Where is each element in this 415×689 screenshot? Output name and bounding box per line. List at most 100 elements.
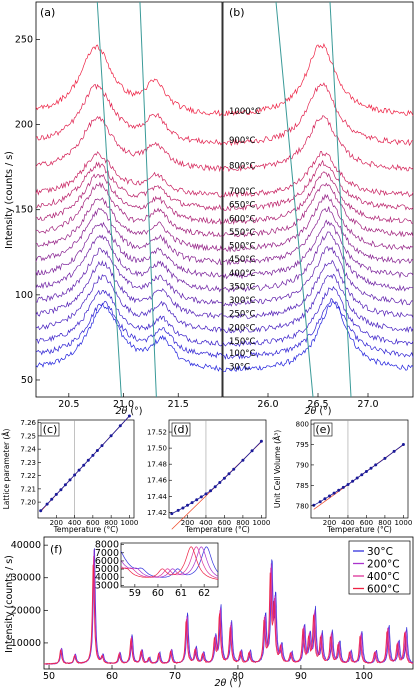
inset-series-400°C <box>120 546 219 579</box>
panel-f-ytick-label: 40000 <box>11 540 41 551</box>
panel-f-series-200°C <box>43 549 414 665</box>
panel-d-data-point <box>195 498 199 502</box>
panel-b-xtick-label: 27.0 <box>357 399 378 410</box>
panel-e-label-box <box>313 422 333 437</box>
panel-a-xlabel: 2θ (°) <box>115 406 142 417</box>
panel-f-xlabel-symbol: 2θ <box>214 678 226 689</box>
temperature-label: 650°C <box>229 201 255 211</box>
panel-f-xtick-label: 100 <box>355 671 373 682</box>
inset-xtick-label: 61 <box>175 588 187 599</box>
panel-c-ytick-label: 7.21 <box>20 485 36 493</box>
panel-c-data-point <box>100 444 104 448</box>
panel-a-frame <box>35 1 223 398</box>
inset-traces <box>120 546 219 580</box>
panel-f-label: (f) <box>50 543 62 556</box>
temperature-label: 600°C <box>229 214 255 224</box>
panel-c-xlabel: Temperature (°C) <box>53 525 119 534</box>
panel-a-xtick-label: 21.0 <box>113 399 134 410</box>
panel-e-data-point <box>318 500 322 504</box>
panel-d-xlabel: Temperature (°C) <box>184 525 250 534</box>
panel-d-data-point <box>222 476 226 480</box>
panel-c-data-point <box>68 478 72 482</box>
panel-d-data-point <box>241 458 245 462</box>
panel-f-yticks: 10000 20000 30000 40000 <box>11 540 48 649</box>
panel-e-ylabel: Unit Cell Volume (Å³) <box>273 430 282 508</box>
temperature-label: 350°C <box>229 282 255 292</box>
panel-c-data-point <box>50 497 54 501</box>
inset-frame <box>120 542 219 588</box>
panel-d-ytick-label: 17.48 <box>147 461 167 469</box>
panel-d-frame <box>168 419 267 519</box>
panel-c-label-box <box>40 422 60 437</box>
legend-box <box>348 540 411 595</box>
panel-e-data-point <box>355 476 359 480</box>
panel-e-data-point <box>337 488 341 492</box>
panel-b-series-650°C <box>222 159 414 212</box>
panel-a-series-450°C <box>35 207 223 266</box>
temperature-label: 30°C <box>229 363 250 373</box>
panel-b-guide-left <box>275 1 314 398</box>
inset-series-600°C <box>121 546 219 580</box>
panel-f-ylabel: Intensity (counts / s) <box>4 555 15 653</box>
panel-a-series-900°C <box>35 83 223 146</box>
panel-b-series-30°C <box>223 301 414 373</box>
panel-e-data-point <box>312 503 316 507</box>
temperature-label: 900°C <box>229 136 255 146</box>
panel-c-xtick-label: 800 <box>104 519 117 527</box>
panel-b: (b) 30°C 100°C 150°C 200°C 250°C 300°C 350°C 40… <box>222 1 414 417</box>
panel-d-ytick-label: 17.42 <box>147 509 167 517</box>
inset-ytick-label: 3000 <box>95 580 119 591</box>
panel-e-xtick-label: 1000 <box>394 519 412 527</box>
panel-a-guide-right <box>139 1 157 398</box>
panel-d-ytick-label: 17.52 <box>147 429 167 437</box>
panel-d: 200 400 600 800 1000 17.42 17.44 17.46 17.48 17.5… <box>147 419 270 534</box>
panel-a-series-550°C <box>35 181 223 238</box>
panel-d-data-point <box>209 489 213 493</box>
panel-c-data-point <box>82 463 86 467</box>
panel-f-xtick-label: 60 <box>106 671 118 682</box>
panel-a-series-800°C <box>35 115 223 173</box>
panel-d-data-point <box>218 481 222 484</box>
panel-d-data-point <box>199 495 203 499</box>
panel-a-xtick-label: 21.5 <box>168 399 189 410</box>
panel-b-series-500°C <box>222 193 414 253</box>
panel-f-ytick-label: 20000 <box>11 605 41 616</box>
panel-c-data-point <box>45 502 49 506</box>
panel-e-frame <box>310 419 409 519</box>
panel-c-ylabel: Lattice parameter (Å) <box>2 429 11 510</box>
panel-e-data-point <box>323 497 327 501</box>
panel-e-ytick-label: 785 <box>296 482 309 490</box>
inset-ytick-label: 6000 <box>95 556 119 567</box>
temperature-label: 100°C <box>229 349 255 359</box>
temperature-label: 150°C <box>229 337 255 347</box>
panel-f-xlabel: 2θ (°) <box>214 678 241 689</box>
panel-a-ylabel: Intensity (counts / s) <box>4 151 15 249</box>
panel-a-series-600°C <box>35 173 223 225</box>
legend-entry: 400°C <box>367 571 400 583</box>
panel-c-data-point <box>95 449 99 452</box>
panel-b-guide-right <box>329 1 352 398</box>
inset-ytick-label: 4000 <box>95 572 119 583</box>
panel-d-ytick-label: 17.50 <box>147 445 167 453</box>
panel-e: 200 400 600 800 1000780785790795800Temperatu… <box>273 419 412 534</box>
panel-f-traces <box>43 548 414 665</box>
panel-a-ytick-label: 50 <box>21 375 33 386</box>
panel-f-series-600°C <box>43 564 414 665</box>
inset-xtick-label: 59 <box>129 588 141 599</box>
panel-a-series-650°C <box>35 161 223 211</box>
panel-b-series-700°C <box>222 151 414 198</box>
panel-e-data-point <box>374 463 378 467</box>
panel-b-series-100°C <box>222 297 414 360</box>
legend-entry: 600°C <box>367 584 400 596</box>
panel-d-data-point <box>181 506 185 510</box>
panel-f-xtick-label: 70 <box>169 671 181 682</box>
inset-series-200°C <box>120 546 219 578</box>
temperature-label: 800°C <box>229 162 255 172</box>
panel-c-label: (c) <box>43 423 58 436</box>
panel-c-xtick-label: 400 <box>68 519 81 527</box>
panel-a: (a) 20.5 21.0 21.5 50 100 150 200 250 2θ (°) In… <box>4 1 223 417</box>
panel-b-xlabel-unit: (°) <box>319 406 331 417</box>
panel-c-ytick-label: 7.26 <box>20 419 36 427</box>
